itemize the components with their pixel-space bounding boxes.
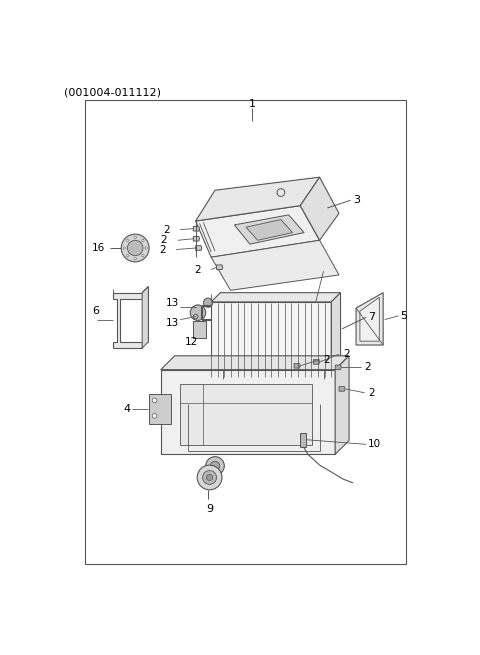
Circle shape — [126, 239, 129, 242]
Polygon shape — [339, 386, 345, 391]
Circle shape — [152, 413, 157, 418]
Polygon shape — [161, 356, 349, 369]
Circle shape — [126, 255, 129, 257]
Polygon shape — [211, 293, 340, 302]
Polygon shape — [196, 177, 320, 221]
Circle shape — [203, 470, 216, 485]
Polygon shape — [142, 286, 148, 348]
Text: 2: 2 — [194, 265, 201, 274]
Text: (001004-011112): (001004-011112) — [64, 88, 161, 98]
Text: 2: 2 — [343, 349, 349, 359]
Polygon shape — [335, 356, 349, 455]
Circle shape — [127, 240, 143, 255]
Text: 9: 9 — [206, 504, 213, 514]
Circle shape — [145, 247, 147, 249]
Text: 3: 3 — [353, 195, 360, 205]
Circle shape — [134, 236, 136, 238]
Polygon shape — [356, 293, 383, 345]
Circle shape — [142, 255, 144, 257]
Polygon shape — [211, 240, 339, 290]
Polygon shape — [161, 369, 335, 455]
Text: 13: 13 — [165, 297, 179, 308]
Circle shape — [204, 298, 213, 307]
Polygon shape — [335, 365, 341, 369]
Text: 2: 2 — [159, 244, 166, 255]
Polygon shape — [300, 177, 339, 240]
Bar — [300, 433, 306, 447]
Text: 4: 4 — [123, 404, 131, 414]
Polygon shape — [196, 206, 320, 257]
Text: 2: 2 — [163, 225, 169, 234]
Polygon shape — [313, 360, 320, 364]
Bar — [149, 394, 171, 424]
Polygon shape — [294, 364, 300, 368]
Polygon shape — [193, 227, 200, 231]
Polygon shape — [193, 236, 200, 241]
Polygon shape — [113, 293, 142, 348]
Circle shape — [210, 461, 220, 470]
Polygon shape — [180, 384, 312, 445]
Polygon shape — [360, 297, 379, 341]
Text: 6: 6 — [92, 306, 99, 316]
Circle shape — [123, 247, 125, 249]
Circle shape — [134, 257, 136, 260]
Text: 12: 12 — [184, 337, 198, 347]
Text: 16: 16 — [91, 243, 105, 253]
Circle shape — [206, 457, 224, 475]
Bar — [192, 321, 206, 338]
Circle shape — [190, 305, 206, 320]
Circle shape — [142, 239, 144, 242]
Circle shape — [152, 398, 157, 403]
Polygon shape — [234, 215, 304, 244]
Polygon shape — [216, 265, 223, 270]
Circle shape — [206, 474, 213, 481]
Text: 13: 13 — [165, 318, 179, 328]
Circle shape — [197, 465, 222, 490]
Text: 1: 1 — [249, 99, 256, 109]
Text: 10: 10 — [368, 440, 381, 449]
Text: 2: 2 — [160, 235, 167, 246]
Text: 7: 7 — [368, 312, 375, 322]
Text: 2: 2 — [324, 354, 330, 365]
Polygon shape — [331, 293, 340, 379]
Text: 2: 2 — [369, 388, 375, 398]
Polygon shape — [246, 219, 292, 240]
Polygon shape — [211, 302, 331, 379]
Text: 5: 5 — [400, 310, 407, 321]
Bar — [85, 100, 407, 565]
Text: 2: 2 — [365, 362, 371, 372]
Circle shape — [121, 234, 149, 262]
Polygon shape — [196, 246, 202, 250]
